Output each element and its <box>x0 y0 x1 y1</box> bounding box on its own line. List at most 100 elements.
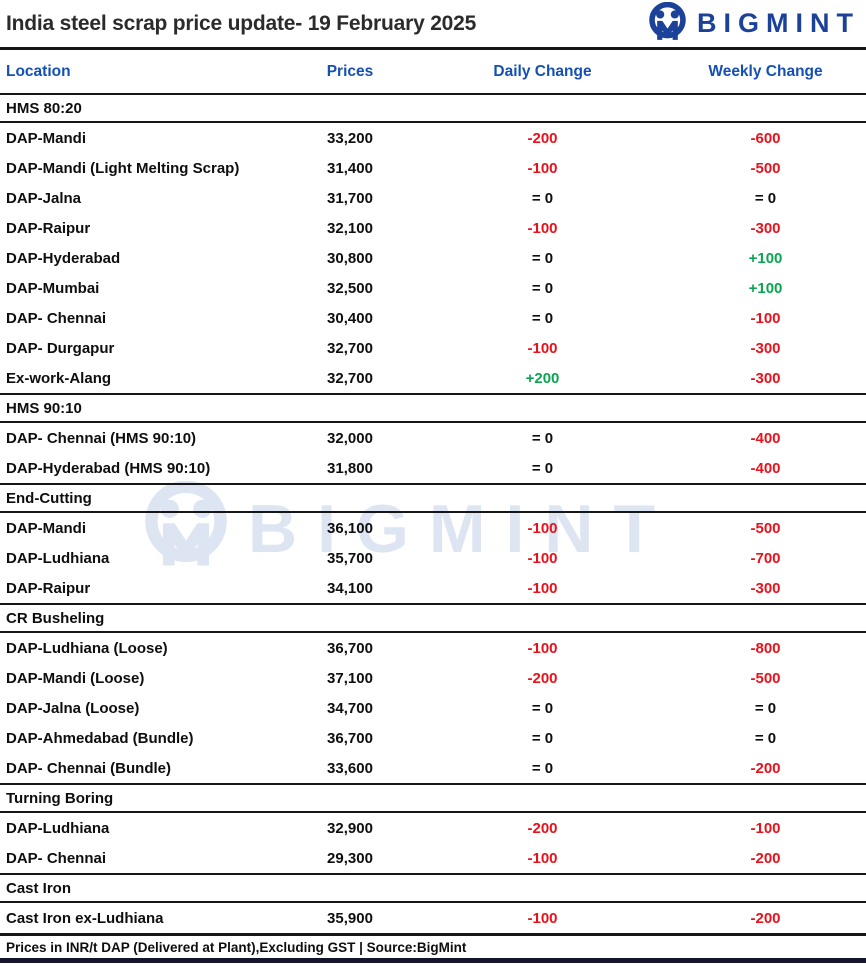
location-cell: DAP- Chennai (Bundle) <box>6 759 171 777</box>
price-table-body: HMS 80:20 DAP-Mandi 33,200 -200 -600 DAP-Mand… <box>0 93 866 933</box>
weekly-change-cell: -200 <box>750 909 781 927</box>
daily-change-cell: = 0 <box>531 309 554 327</box>
daily-change-cell: -100 <box>527 579 558 597</box>
price-row: DAP-Ludhiana 32,900 -200 -100 <box>0 813 866 843</box>
location-cell: DAP- Chennai <box>6 309 107 327</box>
price-row: DAP- Durgapur 32,700 -100 -300 <box>0 333 866 363</box>
weekly-change-cell: -400 <box>750 459 781 477</box>
price-cell: 33,600 <box>327 759 373 777</box>
price-row: DAP-Ahmedabad (Bundle) 36,700 = 0 = 0 <box>0 723 866 753</box>
daily-change-cell: -200 <box>527 819 558 837</box>
weekly-change-cell: -500 <box>750 669 781 687</box>
location-cell: DAP-Mumbai <box>6 279 100 297</box>
weekly-change-cell: -600 <box>750 129 781 147</box>
price-cell: 33,200 <box>327 129 373 147</box>
daily-change-cell: +200 <box>525 369 560 387</box>
price-cell: 32,900 <box>327 819 373 837</box>
price-cell: 36,700 <box>327 729 373 747</box>
price-cell: 37,100 <box>327 669 373 687</box>
location-cell: DAP-Ludhiana (Loose) <box>6 639 168 657</box>
daily-change-cell: -100 <box>527 849 558 867</box>
section-name: HMS 90:10 <box>6 399 82 417</box>
price-row: DAP-Jalna (Loose) 34,700 = 0 = 0 <box>0 693 866 723</box>
weekly-change-cell: = 0 <box>754 729 777 747</box>
daily-change-cell: = 0 <box>531 279 554 297</box>
location-cell: DAP-Raipur <box>6 579 91 597</box>
section-name: CR Busheling <box>6 609 105 627</box>
section-header-row: HMS 80:20 <box>0 93 866 123</box>
location-cell: DAP-Ahmedabad (Bundle) <box>6 729 194 747</box>
daily-change-cell: = 0 <box>531 759 554 777</box>
location-cell: DAP-Raipur <box>6 219 91 237</box>
section-header-row: Cast Iron <box>0 873 866 903</box>
footer-bar: Prices in INR/t DAP (Delivered at Plant)… <box>0 933 866 963</box>
daily-change-cell: = 0 <box>531 459 554 477</box>
daily-change-cell: -100 <box>527 339 558 357</box>
weekly-change-cell: +100 <box>748 249 783 267</box>
section-name: HMS 80:20 <box>6 99 82 117</box>
price-row: DAP-Mandi 36,100 -100 -500 <box>0 513 866 543</box>
daily-change-cell: -100 <box>527 159 558 177</box>
location-cell: DAP-Ludhiana <box>6 549 110 567</box>
column-header-location: Location <box>6 62 71 80</box>
price-row: DAP-Raipur 32,100 -100 -300 <box>0 213 866 243</box>
column-header-prices: Prices <box>326 62 374 80</box>
price-cell: 30,800 <box>327 249 373 267</box>
price-row: DAP-Hyderabad 30,800 = 0 +100 <box>0 243 866 273</box>
bigmint-logo-icon <box>649 2 686 40</box>
weekly-change-cell: -500 <box>750 519 781 537</box>
price-row: DAP-Ludhiana 35,700 -100 -700 <box>0 543 866 573</box>
price-cell: 32,700 <box>327 369 373 387</box>
daily-change-cell: -200 <box>527 669 558 687</box>
price-row: DAP-Mandi (Light Melting Scrap) 31,400 -10… <box>0 153 866 183</box>
daily-change-cell: = 0 <box>531 249 554 267</box>
bigmint-brand: BIGMINT <box>646 2 860 45</box>
footer-note: Prices in INR/t DAP (Delivered at Plant)… <box>6 939 467 955</box>
weekly-change-cell: -100 <box>750 309 781 327</box>
location-cell: DAP-Mandi <box>6 519 86 537</box>
section-header-row: CR Busheling <box>0 603 866 633</box>
section-header-row: Turning Boring <box>0 783 866 813</box>
page-title: India steel scrap price update- 19 Febru… <box>6 11 477 35</box>
location-cell: Cast Iron ex-Ludhiana <box>6 909 164 927</box>
price-cell: 32,000 <box>327 429 373 447</box>
price-row: DAP- Chennai (HMS 90:10) 32,000 = 0 -400 <box>0 423 866 453</box>
weekly-change-cell: -300 <box>750 579 781 597</box>
price-row: DAP-Mumbai 32,500 = 0 +100 <box>0 273 866 303</box>
weekly-change-cell: -100 <box>750 819 781 837</box>
weekly-change-cell: = 0 <box>754 189 777 207</box>
section-name: Turning Boring <box>6 789 114 807</box>
location-cell: DAP-Jalna <box>6 189 82 207</box>
price-row: DAP-Mandi 33,200 -200 -600 <box>0 123 866 153</box>
location-cell: DAP-Mandi (Light Melting Scrap) <box>6 159 240 177</box>
location-cell: DAP- Durgapur <box>6 339 115 357</box>
location-cell: DAP-Hyderabad (HMS 90:10) <box>6 459 211 477</box>
daily-change-cell: -200 <box>527 129 558 147</box>
column-header-row: Location Prices Daily Change Weekly Chan… <box>0 50 866 93</box>
price-row: DAP-Jalna 31,700 = 0 = 0 <box>0 183 866 213</box>
title-bar: India steel scrap price update- 19 Febru… <box>0 0 866 50</box>
price-cell: 31,400 <box>327 159 373 177</box>
weekly-change-cell: -300 <box>750 369 781 387</box>
weekly-change-cell: -200 <box>750 759 781 777</box>
weekly-change-cell: -800 <box>750 639 781 657</box>
section-header-row: End-Cutting <box>0 483 866 513</box>
location-cell: DAP-Hyderabad <box>6 249 121 267</box>
price-row: DAP-Mandi (Loose) 37,100 -200 -500 <box>0 663 866 693</box>
price-cell: 31,800 <box>327 459 373 477</box>
price-cell: 34,700 <box>327 699 373 717</box>
price-row: Cast Iron ex-Ludhiana 35,900 -100 -200 <box>0 903 866 933</box>
location-cell: DAP-Mandi <box>6 129 86 147</box>
price-cell: 35,700 <box>327 549 373 567</box>
location-cell: DAP-Jalna (Loose) <box>6 699 140 717</box>
weekly-change-cell: +100 <box>748 279 783 297</box>
column-header-weekly-change: Weekly Change <box>708 62 823 80</box>
price-cell: 35,900 <box>327 909 373 927</box>
location-cell: DAP- Chennai <box>6 849 107 867</box>
brand-name: BIGMINT <box>697 8 860 38</box>
weekly-change-cell: = 0 <box>754 699 777 717</box>
price-cell: 32,100 <box>327 219 373 237</box>
weekly-change-cell: -400 <box>750 429 781 447</box>
price-row: DAP- Chennai 29,300 -100 -200 <box>0 843 866 873</box>
